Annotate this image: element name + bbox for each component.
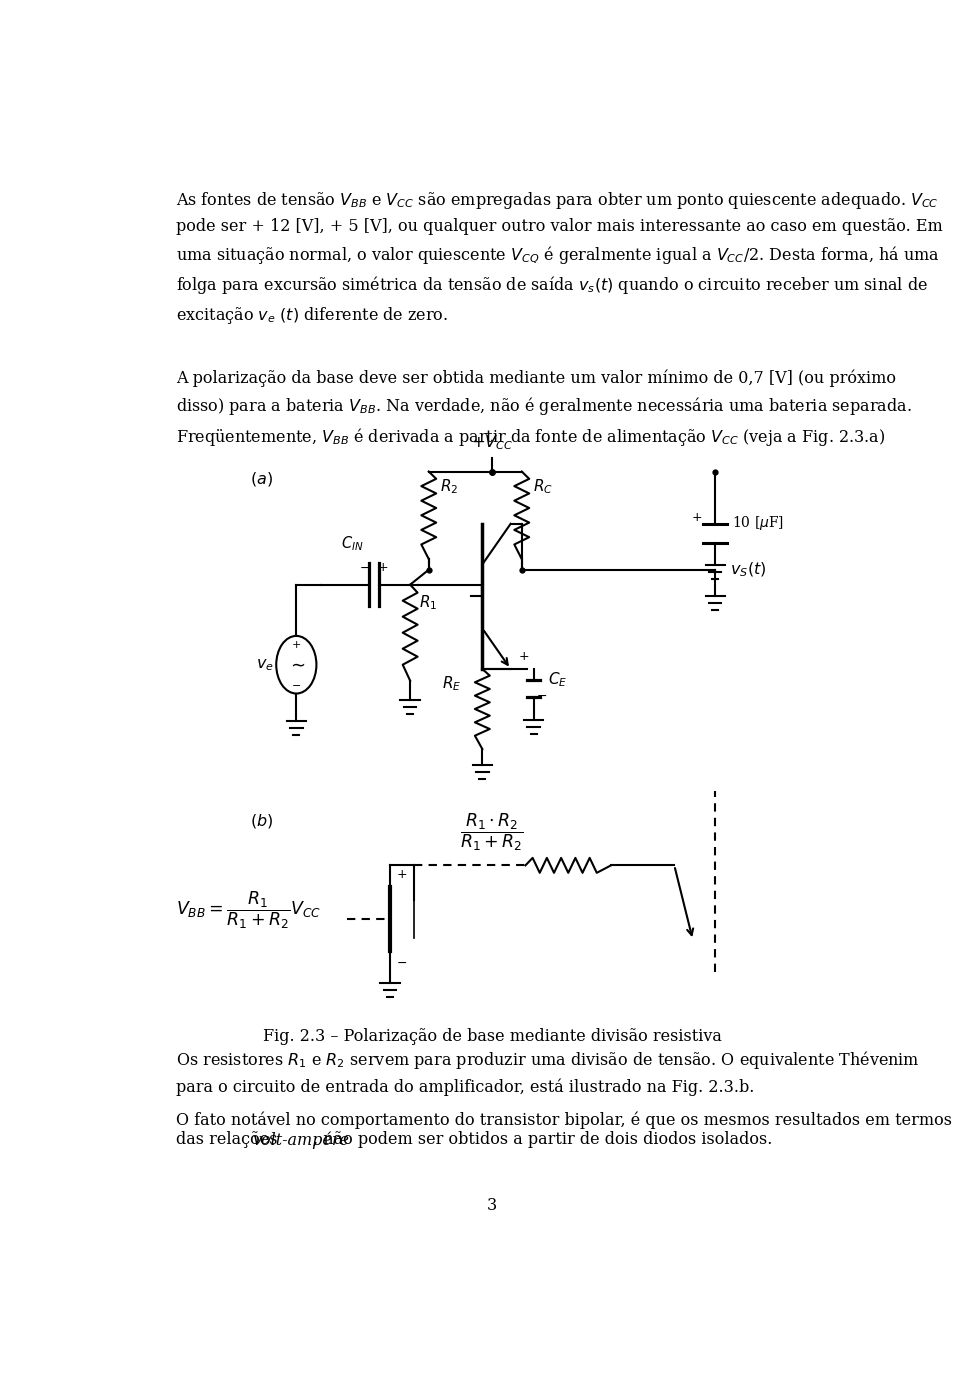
- Text: Os resistores $R_1$ e $R_2$ servem para produzir uma divisão de tensão. O equiva: Os resistores $R_1$ e $R_2$ servem para …: [176, 1049, 920, 1096]
- Text: $C_E$: $C_E$: [548, 671, 567, 689]
- Text: $\dfrac{R_1 \cdot R_2}{R_1 + R_2}$: $\dfrac{R_1 \cdot R_2}{R_1 + R_2}$: [460, 812, 524, 854]
- Text: 3: 3: [487, 1198, 497, 1214]
- Text: $R_E$: $R_E$: [443, 675, 462, 693]
- Text: $R_C$: $R_C$: [533, 477, 553, 496]
- Text: 10 [$\mu$F]: 10 [$\mu$F]: [732, 514, 783, 532]
- Text: $(a)$: $(a)$: [251, 470, 274, 488]
- Text: Fig. 2.3 – Polarização de base mediante divisão resistiva: Fig. 2.3 – Polarização de base mediante …: [263, 1027, 721, 1045]
- Text: $-$: $-$: [537, 689, 547, 703]
- Text: $\sim$: $\sim$: [287, 656, 305, 674]
- Text: $R_2$: $R_2$: [440, 477, 458, 496]
- Text: $V_{BB} = \dfrac{R_1}{R_1 + R_2} V_{CC}$: $V_{BB} = \dfrac{R_1}{R_1 + R_2} V_{CC}$: [176, 890, 322, 931]
- Text: $(b)$: $(b)$: [251, 812, 274, 830]
- Text: , não podem ser obtidos a partir de dois diodos isolados.: , não podem ser obtidos a partir de dois…: [313, 1131, 773, 1148]
- Text: $C_{IN}$: $C_{IN}$: [341, 534, 363, 553]
- Text: $R_1$: $R_1$: [420, 593, 438, 611]
- Text: $+$: $+$: [377, 561, 388, 574]
- Text: $+$: $+$: [690, 511, 702, 524]
- Text: $-$: $-$: [359, 561, 371, 574]
- Text: O fato notável no comportamento do transistor bipolar, é que os mesmos resultado: O fato notável no comportamento do trans…: [176, 1112, 951, 1130]
- Text: $+$: $+$: [518, 650, 530, 663]
- Text: $v_e$: $v_e$: [256, 656, 274, 674]
- Text: $+V_{CC}$: $+V_{CC}$: [471, 434, 513, 452]
- Text: volt-ampére: volt-ampére: [252, 1131, 349, 1149]
- Text: $-$: $-$: [291, 679, 301, 689]
- Text: $+$: $+$: [291, 639, 301, 650]
- Text: $-$: $-$: [396, 956, 408, 969]
- Text: A polarização da base deve ser obtida mediante um valor mínimo de 0,7 [V] (ou pr: A polarização da base deve ser obtida me…: [176, 369, 911, 448]
- Text: $v_S(t)$: $v_S(t)$: [731, 560, 766, 579]
- Text: $+$: $+$: [396, 869, 408, 881]
- Text: das relações: das relações: [176, 1131, 282, 1148]
- Text: As fontes de tensão $V_{BB}$ e $V_{CC}$ são empregadas para obter um ponto quies: As fontes de tensão $V_{BB}$ e $V_{CC}$ …: [176, 190, 943, 326]
